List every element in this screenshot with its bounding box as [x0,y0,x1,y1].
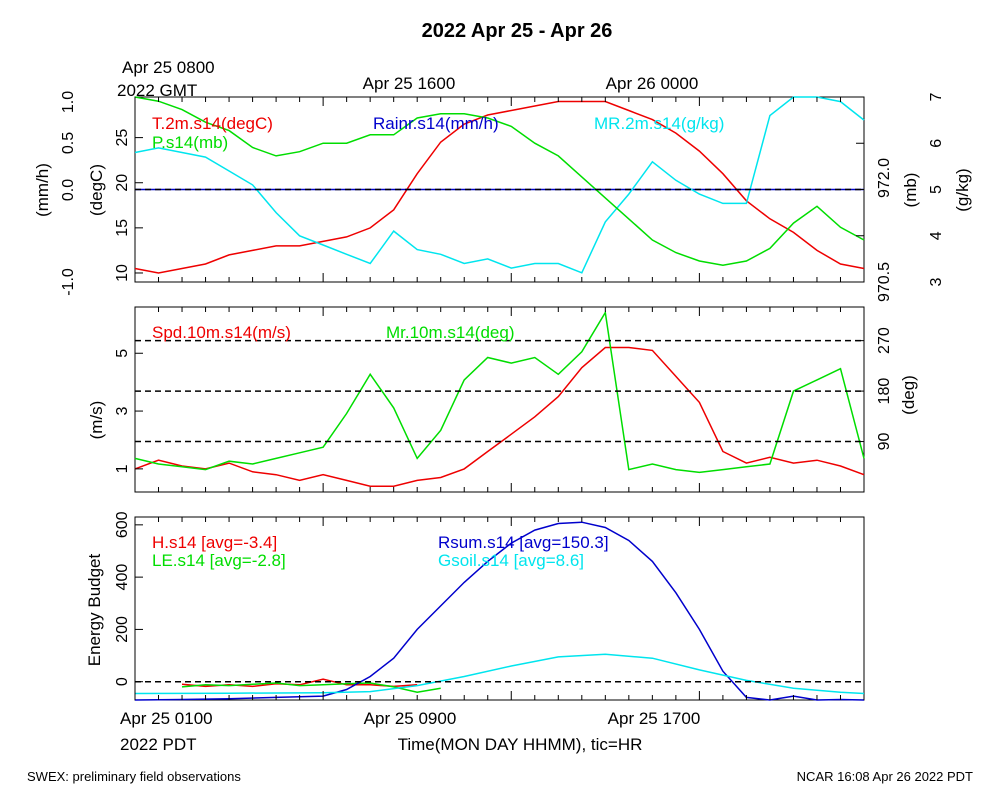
rain-tick-3: 0.0 [60,179,77,201]
speed-tick-1: 3 [114,407,131,416]
energy-tick-2: 400 [114,564,131,591]
direction-axis-label: (deg) [899,375,918,415]
direction-tick-0: 90 [876,433,893,451]
series-line-p2-0 [134,346,865,487]
bottom-time-label-start: Apr 25 0100 [120,709,213,728]
pres-tick-2: 970.5 [876,262,893,302]
direction-tick-1: 180 [876,378,893,405]
top-time-label-start: Apr 25 0800 [122,58,215,77]
mr-tick-2: 5 [928,185,945,194]
temp-axis-label: (degC) [87,164,106,216]
bottom-time-label-mid: Apr 25 0900 [364,709,457,728]
panel2-frame [134,306,865,493]
speed-tick-0: 1 [114,464,131,473]
temp-tick-0: 25 [114,129,131,147]
energy-tick-1: 200 [114,616,131,643]
temp-tick-1: 20 [114,174,131,192]
mr-tick-3: 4 [928,231,945,240]
panel2-series [134,310,865,487]
energy-tick-0: 0 [114,677,131,686]
mr-axis-label: (g/kg) [953,168,972,211]
top-time-label-end: Apr 26 0000 [606,74,699,93]
x-axis-label: Time(MON DAY HHMM), tic=HR [398,735,643,754]
pres-tick-1: 972.0 [876,158,893,198]
legend-rain-rate: Rainr.s14(mm/h) [373,114,499,133]
rain-tick-4: -1.0 [60,268,77,296]
series-line-p2-1 [134,310,865,474]
panel-energy-budget: Energy Budget 0 200 400 600 H.s14 [avg=-3.4… [85,511,865,701]
pres-axis-label: (mb) [901,173,920,208]
bottom-time-label-end: Apr 25 1700 [608,709,701,728]
legend-soil-heat: Gsoil.s14 [avg=8.6] [438,551,584,570]
series-line-p3-3 [134,653,865,695]
legend-temperature: T.2m.s14(degC) [152,114,273,133]
panel-temperature-pressure: (mm/h) 1.0 0.5 0.0 -1.0 (degC) 25201510 … [33,91,972,302]
speed-axis-label: (m/s) [87,401,106,440]
rain-axis-label: (mm/h) [33,163,52,217]
speed-tick-2: 5 [114,349,131,358]
temp-tick-3: 10 [114,264,131,282]
legend-mixing-ratio: MR.2m.s14(g/kg) [594,114,724,133]
footer-right: NCAR 16:08 Apr 26 2022 PDT [797,769,973,784]
panel3-series [134,521,865,701]
legend-latent-heat: LE.s14 [avg=-2.8] [152,551,286,570]
panel-wind: (m/s) 1 3 5 (deg) 90 180 270 Spd.10m.s14(m/s… [87,306,918,493]
temp-tick-2: 15 [114,219,131,237]
legend-sensible-heat: H.s14 [avg=-3.4] [152,533,277,552]
series-line-p1-0 [134,100,865,274]
mr-tick-4: 3 [928,277,945,286]
panel3-frame [134,516,865,701]
top-time-label-year: 2022 GMT [117,81,197,100]
bottom-time-label-year: 2022 PDT [120,735,197,754]
legend-wind-speed: Spd.10m.s14(m/s) [152,323,291,342]
chart-title: 2022 Apr 25 - Apr 26 [422,20,613,42]
footer-left: SWEX: preliminary field observations [27,769,241,784]
energy-tick-3: 600 [114,511,131,538]
series-line-p1-3 [134,96,865,266]
mr-tick-0: 7 [928,92,945,101]
legend-wind-direction: Mr.10m.s14(deg) [386,323,515,342]
mr-tick-1: 6 [928,139,945,148]
top-time-label-mid: Apr 25 1600 [363,74,456,93]
legend-pressure: P.s14(mb) [152,133,228,152]
legend-radiation-sum: Rsum.s14 [avg=150.3] [438,533,609,552]
direction-tick-2: 270 [876,327,893,354]
rain-tick-2: 0.5 [60,132,77,154]
energy-axis-label: Energy Budget [85,553,104,666]
rain-tick-1: 1.0 [60,91,77,113]
